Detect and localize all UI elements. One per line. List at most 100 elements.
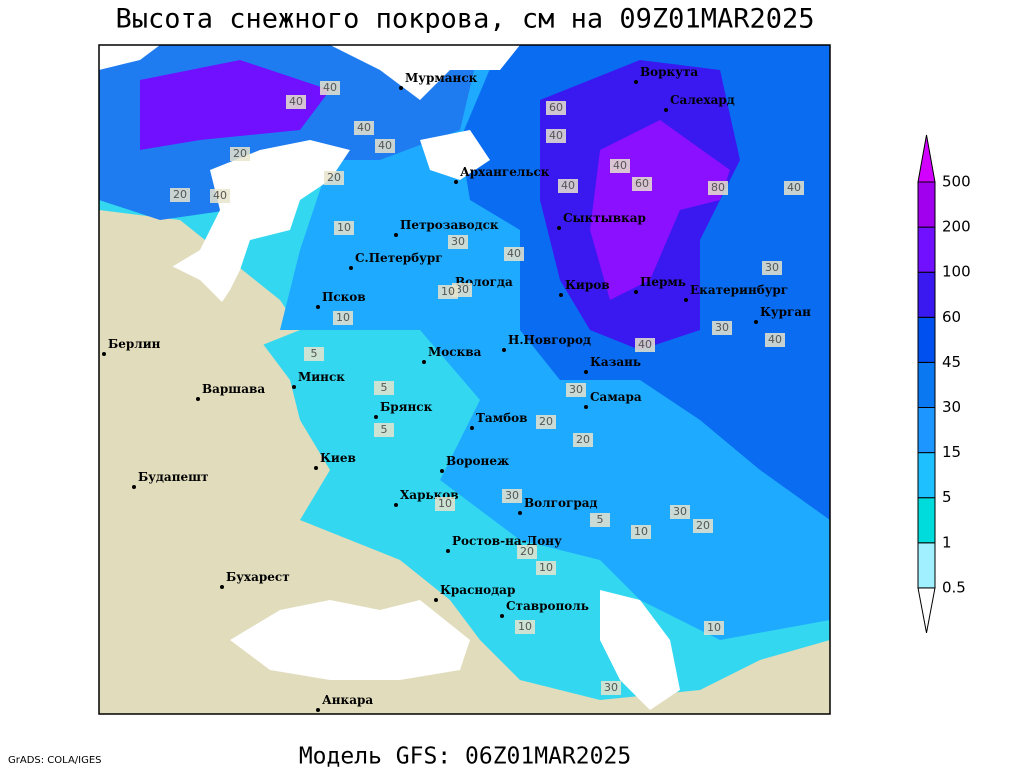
city-dot bbox=[316, 708, 320, 712]
contour-label: 20 bbox=[173, 188, 187, 201]
colorbar-label: 30 bbox=[942, 398, 961, 416]
contour-label: 30 bbox=[765, 261, 779, 274]
contour-label: 60 bbox=[549, 101, 563, 114]
contour-label: 20 bbox=[539, 415, 553, 428]
contour-label: 30 bbox=[569, 383, 583, 396]
contour-label: 5 bbox=[311, 347, 318, 360]
contour-label: 40 bbox=[378, 139, 392, 152]
contour-label: 10 bbox=[634, 525, 648, 538]
contour-label: 20 bbox=[327, 171, 341, 184]
contour-label-bg bbox=[558, 179, 578, 193]
contour-label: 40 bbox=[289, 95, 303, 108]
contour-label: 40 bbox=[323, 81, 337, 94]
colorbar-box bbox=[917, 316, 936, 363]
city-dot bbox=[634, 80, 638, 84]
city-label: Казань bbox=[590, 355, 641, 369]
city-label: Будапешт bbox=[138, 470, 208, 484]
city-dot bbox=[316, 305, 320, 309]
city-label: Воркута bbox=[640, 65, 698, 79]
city-label: С.Петербург bbox=[355, 251, 443, 265]
colorbar-label: 5 bbox=[942, 488, 952, 506]
city-dot bbox=[500, 614, 504, 618]
city-dot bbox=[518, 511, 522, 515]
colorbar-box bbox=[917, 407, 936, 454]
city-dot bbox=[292, 385, 296, 389]
contour-label-bg bbox=[375, 139, 395, 153]
credit: GrADS: COLA/IGES bbox=[8, 755, 102, 766]
map-title: Высота снежного покрова, см на 09Z01MAR2… bbox=[116, 4, 815, 35]
contour-label: 10 bbox=[707, 621, 721, 634]
contour-label: 40 bbox=[787, 181, 801, 194]
contour-label-bg bbox=[374, 423, 394, 437]
contour-label: 10 bbox=[337, 221, 351, 234]
contour-label: 40 bbox=[613, 159, 627, 172]
city-label: Волгоград bbox=[524, 496, 597, 510]
contour-label-bg bbox=[438, 285, 458, 299]
city-label: Ставрополь bbox=[506, 599, 589, 613]
contour-label: 5 bbox=[597, 513, 604, 526]
city-dot bbox=[454, 180, 458, 184]
city-dot bbox=[440, 469, 444, 473]
contour-label-bg bbox=[712, 321, 732, 335]
colorbar-label: 0.5 bbox=[942, 578, 966, 596]
contour-label: 30 bbox=[455, 283, 469, 296]
city-label: Москва bbox=[428, 345, 482, 359]
city-label: Киев bbox=[320, 451, 356, 465]
city-dot bbox=[394, 233, 398, 237]
city-dot bbox=[422, 360, 426, 364]
colorbar-label: 100 bbox=[942, 263, 971, 281]
contour-label: 20 bbox=[576, 433, 590, 446]
city-label: Псков bbox=[322, 290, 366, 304]
contour-label: 40 bbox=[561, 179, 575, 192]
contour-label-bg bbox=[784, 181, 804, 195]
city-label: Брянск bbox=[380, 400, 433, 414]
contour-label: 40 bbox=[549, 129, 563, 142]
contour-label-bg bbox=[320, 81, 340, 95]
contour-label: 30 bbox=[451, 235, 465, 248]
city-dot bbox=[664, 108, 668, 112]
contour-label-bg bbox=[210, 189, 230, 203]
city-label: Мурманск bbox=[405, 71, 478, 85]
colorbar-label: 200 bbox=[942, 218, 971, 236]
contour-label-bg bbox=[708, 181, 728, 195]
city-label: Курган bbox=[760, 305, 811, 319]
city-dot bbox=[394, 503, 398, 507]
contour-label-bg bbox=[304, 347, 324, 361]
colorbar-end bbox=[917, 587, 936, 633]
contour-label: 20 bbox=[696, 519, 710, 532]
city-dot bbox=[557, 226, 561, 230]
contour-label: 30 bbox=[715, 321, 729, 334]
land-west bbox=[99, 230, 300, 560]
city-dot bbox=[446, 549, 450, 553]
city-dot bbox=[399, 86, 403, 90]
contour-label: 40 bbox=[357, 121, 371, 134]
colorbar-box bbox=[917, 542, 936, 589]
contour-label-bg bbox=[333, 311, 353, 325]
contour-label-bg bbox=[762, 261, 782, 275]
city-dot bbox=[349, 266, 353, 270]
contour-label-bg bbox=[610, 159, 630, 173]
contour-label: 10 bbox=[438, 497, 452, 510]
contour-label-bg bbox=[670, 505, 690, 519]
map-frame bbox=[98, 44, 831, 715]
city-dot bbox=[584, 370, 588, 374]
colorbar-box bbox=[917, 226, 936, 273]
colorbar-label: 500 bbox=[942, 173, 971, 191]
city-dot bbox=[470, 426, 474, 430]
contour-label: 60 bbox=[635, 177, 649, 190]
city-label: Киров bbox=[565, 278, 610, 292]
contour-label: 40 bbox=[213, 189, 227, 202]
colorbar-end bbox=[917, 134, 936, 183]
snow-scandinavia bbox=[140, 60, 330, 150]
contour-label-bg bbox=[536, 415, 556, 429]
contour-label-bg bbox=[354, 121, 374, 135]
colorbar-box bbox=[917, 452, 936, 499]
contour-label: 40 bbox=[507, 247, 521, 260]
contour-label-bg bbox=[635, 338, 655, 352]
city-dot bbox=[754, 320, 758, 324]
contour-label-bg bbox=[704, 621, 724, 635]
city-label: Варшава bbox=[202, 382, 265, 396]
